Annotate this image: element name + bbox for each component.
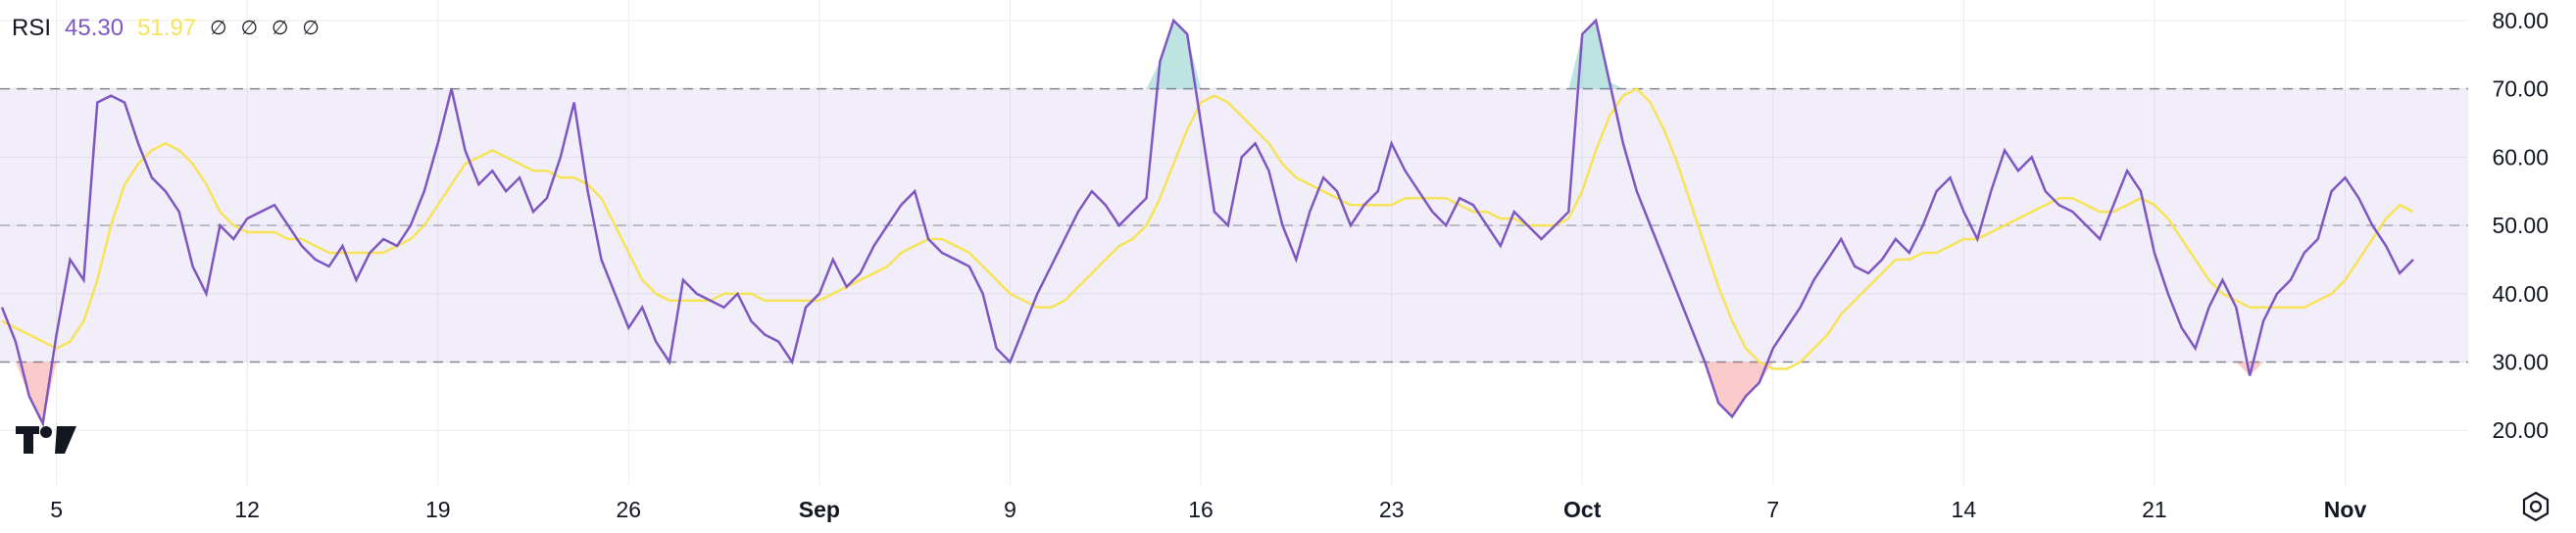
- x-tick-label: 19: [425, 497, 451, 522]
- y-tick-label: 70.00: [2492, 76, 2549, 102]
- overbought-fill: [1568, 20, 1623, 89]
- rsi-series-line: [0, 18, 2414, 428]
- y-tick-label: 30.00: [2492, 350, 2549, 375]
- ma-value: 51.97: [137, 15, 197, 41]
- gear-icon[interactable]: [2519, 490, 2552, 523]
- y-tick-label: 60.00: [2492, 144, 2549, 170]
- x-axis[interactable]: 5 12 19 26 Sep 9 16 23 Oct 7 14 21 Nov: [50, 497, 2366, 522]
- y-tick-label: 50.00: [2492, 213, 2549, 238]
- y-tick-label: 40.00: [2492, 281, 2549, 307]
- y-tick-label: 20.00: [2492, 417, 2549, 443]
- ma-series-line: [1, 87, 2414, 370]
- x-tick-label: 7: [1766, 497, 1779, 522]
- x-tick-label: 16: [1188, 497, 1214, 522]
- na-value-2: ∅: [240, 18, 258, 39]
- x-tick-label: 14: [1952, 497, 1977, 522]
- y-axis[interactable]: 20.00 30.00 40.00 50.00 60.00 70.00 80.00: [2492, 8, 2549, 443]
- x-tick-label: 5: [50, 497, 63, 522]
- rsi-band-lines: [0, 87, 2468, 363]
- indicator-legend[interactable]: RSI 45.30 51.97 ∅ ∅ ∅ ∅: [12, 14, 320, 43]
- tradingview-logo-icon[interactable]: [16, 421, 76, 465]
- na-value-3: ∅: [271, 18, 289, 39]
- x-tick-label: 23: [1379, 497, 1405, 522]
- x-tick-label: 12: [234, 497, 260, 522]
- oversold-fill: [1705, 362, 1773, 417]
- y-tick-label: 80.00: [2492, 8, 2549, 33]
- x-tick-label: 26: [617, 497, 642, 522]
- indicator-name: RSI: [12, 15, 52, 41]
- x-tick-label: Sep: [799, 497, 840, 522]
- oversold-fill: [2236, 362, 2264, 376]
- rsi-value: 45.30: [65, 15, 124, 41]
- x-tick-label: 9: [1004, 497, 1016, 522]
- na-value-1: ∅: [210, 18, 227, 39]
- x-tick-label: 21: [2142, 497, 2167, 522]
- overbought-fill: [1146, 20, 1202, 89]
- na-value-4: ∅: [302, 18, 320, 39]
- x-tick-label: Oct: [1563, 497, 1602, 522]
- x-tick-label: Nov: [2324, 497, 2367, 522]
